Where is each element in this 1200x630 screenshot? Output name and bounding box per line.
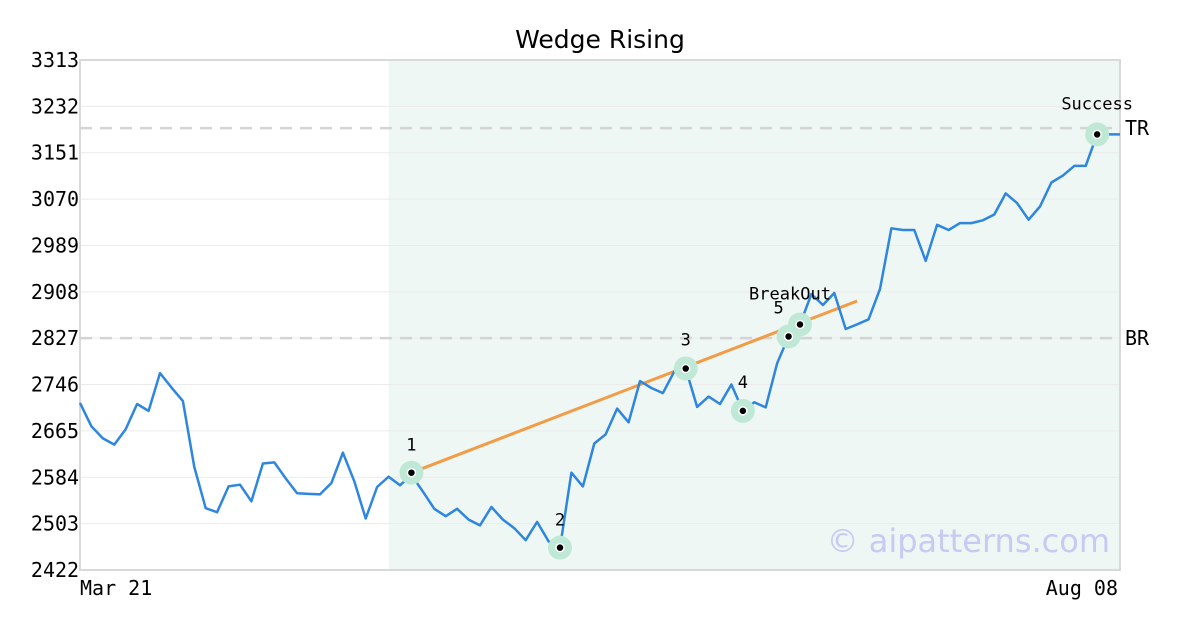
y-tick-label: 2584 <box>31 465 79 489</box>
pattern-point-dot <box>1092 129 1102 140</box>
y-tick-label: 2827 <box>31 326 79 350</box>
y-tick-label: 3313 <box>31 48 79 72</box>
pattern-point-label: 4 <box>738 373 748 393</box>
y-tick-label: 2422 <box>31 558 79 582</box>
pattern-point-dot <box>783 331 794 342</box>
chart-title: Wedge Rising <box>515 25 685 54</box>
pattern-point-label: 5 <box>773 298 783 318</box>
y-tick-label: 2665 <box>31 419 79 443</box>
pattern-zone <box>388 60 1121 570</box>
pattern-point-label: 3 <box>681 331 691 351</box>
pattern-point-dot <box>795 319 805 330</box>
pattern-point-dot <box>406 467 417 478</box>
y-tick-label: 2746 <box>31 373 79 397</box>
watermark: © aipatterns.com <box>827 522 1110 560</box>
pattern-point-dot <box>680 363 691 374</box>
y-tick-label: 3232 <box>31 94 79 118</box>
pattern-point-dot <box>738 406 748 416</box>
pattern-point-label: BreakOut <box>749 284 831 304</box>
pattern-point-label: 2 <box>555 511 565 531</box>
level-label: BR <box>1125 326 1150 350</box>
pattern-point-dot <box>555 542 565 553</box>
y-tick-label: 3070 <box>31 187 79 211</box>
y-tick-label: 2908 <box>31 280 79 304</box>
plot-frame <box>79 59 1121 571</box>
pattern-point-label: 1 <box>406 436 416 456</box>
x-tick-label: Mar 21 <box>80 576 152 600</box>
x-tick-label: Aug 08 <box>1046 576 1118 600</box>
pattern-point-label: Success <box>1061 94 1133 114</box>
y-tick-label: 2989 <box>31 233 79 257</box>
price-line <box>78 133 1120 549</box>
level-label: TR <box>1125 116 1150 140</box>
y-tick-label: 3151 <box>31 141 79 165</box>
y-tick-label: 2503 <box>31 512 79 536</box>
